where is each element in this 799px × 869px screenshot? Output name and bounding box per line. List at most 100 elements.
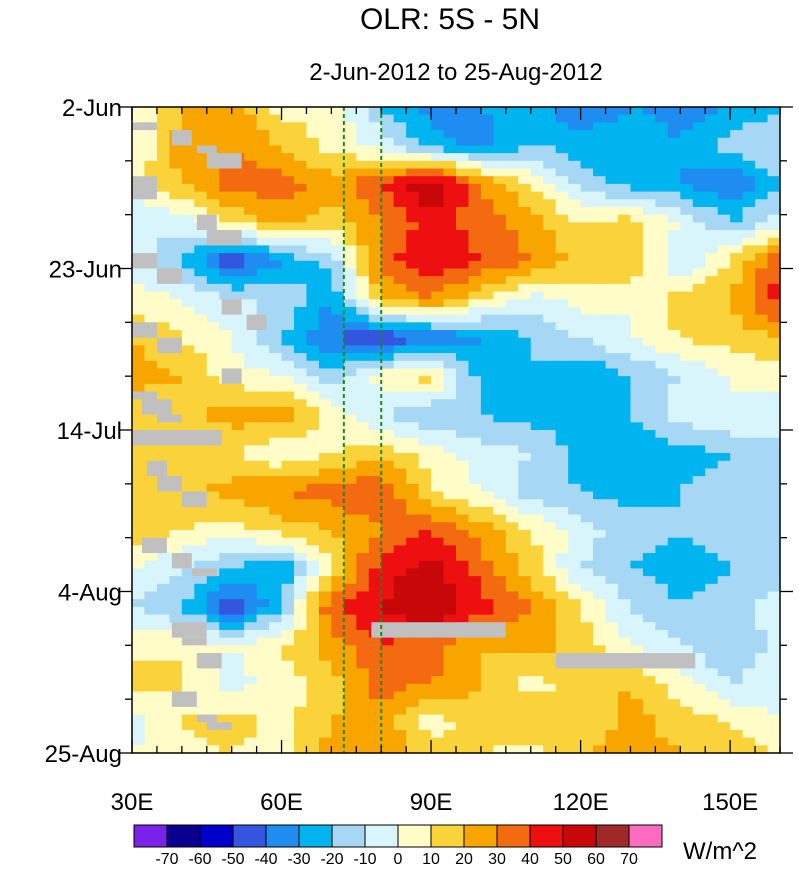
field-cell xyxy=(480,206,494,216)
field-cell xyxy=(530,114,544,123)
field-cell xyxy=(518,660,532,669)
field-cell xyxy=(767,653,780,662)
field-cell xyxy=(368,291,382,300)
field-cell xyxy=(543,745,557,753)
field-cell xyxy=(206,576,220,585)
field-cell xyxy=(580,214,594,223)
field-cell xyxy=(456,430,470,439)
field-cell xyxy=(256,391,270,400)
field-cell xyxy=(468,222,482,231)
field-cell xyxy=(605,599,619,608)
field-cell xyxy=(630,107,644,116)
field-cell xyxy=(231,483,245,493)
field-cell xyxy=(730,430,744,439)
field-cell xyxy=(169,514,183,523)
field-cell xyxy=(206,245,220,254)
field-cell xyxy=(605,583,619,593)
field-cell xyxy=(381,691,395,700)
field-cell xyxy=(717,445,731,454)
field-cell xyxy=(269,237,283,247)
field-cell xyxy=(742,514,756,523)
field-cell xyxy=(206,299,220,308)
field-cell xyxy=(219,491,233,500)
field-cell xyxy=(281,522,295,531)
field-cell xyxy=(256,237,270,247)
field-cell xyxy=(256,545,270,554)
field-cell xyxy=(680,122,694,131)
field-cell xyxy=(655,422,669,431)
field-cell xyxy=(630,583,644,593)
field-cell xyxy=(493,406,507,416)
field-cell xyxy=(593,445,607,454)
field-cell xyxy=(605,422,619,431)
field-cell xyxy=(655,114,669,123)
field-cell xyxy=(530,153,544,162)
field-cell xyxy=(181,568,195,577)
field-cell xyxy=(393,614,407,623)
field-cell xyxy=(692,360,706,370)
field-cell xyxy=(680,345,694,354)
field-cell xyxy=(132,537,146,546)
field-cell xyxy=(418,330,432,339)
field-cell xyxy=(306,729,320,739)
field-cell xyxy=(418,645,432,654)
field-cell xyxy=(655,268,669,277)
field-cell xyxy=(343,414,357,423)
field-cell xyxy=(331,399,345,408)
field-cell xyxy=(393,183,407,193)
colorbar-label: 0 xyxy=(394,851,403,868)
field-cell xyxy=(443,706,457,716)
field-cell xyxy=(144,453,158,462)
field-cell xyxy=(468,722,482,731)
field-cell xyxy=(667,130,681,139)
field-cell xyxy=(306,560,320,570)
field-cell xyxy=(169,660,183,669)
field-cell xyxy=(742,645,756,654)
field-cell xyxy=(206,253,220,262)
field-cell xyxy=(219,322,233,331)
field-cell xyxy=(219,445,233,454)
field-cell xyxy=(256,345,270,354)
field-cell xyxy=(331,283,345,293)
field-cell xyxy=(717,514,731,523)
field-cell xyxy=(393,153,407,162)
field-cell xyxy=(655,130,669,139)
field-cell xyxy=(767,576,780,585)
field-cell xyxy=(593,468,607,477)
field-cell xyxy=(568,460,582,470)
field-cell xyxy=(692,206,706,216)
field-cell xyxy=(281,476,295,485)
field-cell xyxy=(318,253,332,262)
field-cell xyxy=(480,337,494,346)
field-cell xyxy=(343,537,357,546)
field-cell xyxy=(530,637,544,646)
field-cell xyxy=(132,699,146,708)
field-cell xyxy=(393,722,407,731)
field-cell xyxy=(530,330,544,339)
field-cell xyxy=(493,322,507,331)
field-cell xyxy=(568,237,582,247)
field-cell xyxy=(480,460,494,470)
field-cell xyxy=(767,130,780,139)
field-cell xyxy=(281,422,295,431)
colorbar-swatch xyxy=(463,824,498,848)
field-cell xyxy=(418,237,432,247)
field-cell xyxy=(219,737,233,746)
field-cell xyxy=(343,422,357,431)
field-cell xyxy=(269,468,283,477)
field-cell xyxy=(431,537,445,546)
field-cell xyxy=(505,660,519,669)
field-cell xyxy=(244,706,258,716)
field-cell xyxy=(593,576,607,585)
field-cell xyxy=(331,568,345,577)
field-cell xyxy=(206,468,220,477)
field-cell xyxy=(518,222,532,231)
field-cell xyxy=(755,622,769,631)
field-cell xyxy=(206,506,220,516)
field-cell xyxy=(493,145,507,154)
field-cell xyxy=(169,676,183,685)
field-cell xyxy=(705,153,719,162)
field-cell xyxy=(294,230,308,239)
field-cell xyxy=(518,107,532,116)
